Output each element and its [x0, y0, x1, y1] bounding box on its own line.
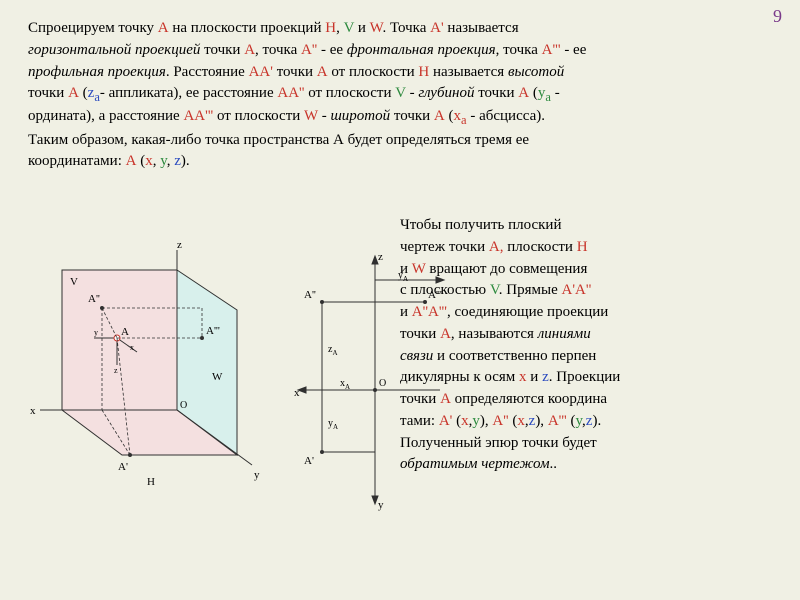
label2-yA-top: yA	[398, 270, 408, 283]
label-v: V	[70, 276, 78, 288]
point-ap	[128, 453, 132, 457]
label2-y-down: y	[378, 499, 384, 511]
label2-z: z	[378, 251, 383, 263]
label2-o: O	[379, 378, 386, 389]
side-paragraph: Чтобы получить плоский чертеж точки А, п…	[400, 215, 780, 476]
diagram-2d: z y x O A'' A''' A' zA xA yA yA	[290, 240, 450, 540]
label-h: H	[147, 476, 155, 488]
label-mini-z: z	[114, 366, 118, 375]
label2-app: A''	[304, 289, 316, 301]
label2-x: x	[294, 387, 300, 399]
label-appp: A'''	[206, 325, 220, 337]
label2-xA: xA	[340, 378, 350, 391]
page-number: 9	[773, 6, 782, 27]
label-app: A''	[88, 293, 100, 305]
label-mini-y: y	[94, 328, 98, 337]
label-x-axis: x	[30, 405, 36, 417]
label-mini-x: x	[130, 343, 134, 352]
label-w: W	[212, 371, 223, 383]
label-y-axis: y	[254, 469, 260, 481]
main-paragraph: Спроецируем точку А на плоскости проекци…	[28, 18, 768, 173]
label-o: O	[180, 400, 187, 411]
point-appp	[200, 336, 204, 340]
label2-ap: A'	[304, 455, 314, 467]
label-a: A	[121, 326, 129, 338]
label2-yA-left: yA	[328, 418, 338, 431]
label-z-axis: z	[177, 239, 182, 251]
label2-zA: zA	[328, 344, 338, 357]
label-ap: A'	[118, 461, 128, 473]
diagram-3d: V W H z x y O A A'' A''' A' y x z	[22, 230, 282, 560]
point-app	[100, 306, 104, 310]
label2-appp: A'''	[428, 289, 442, 301]
